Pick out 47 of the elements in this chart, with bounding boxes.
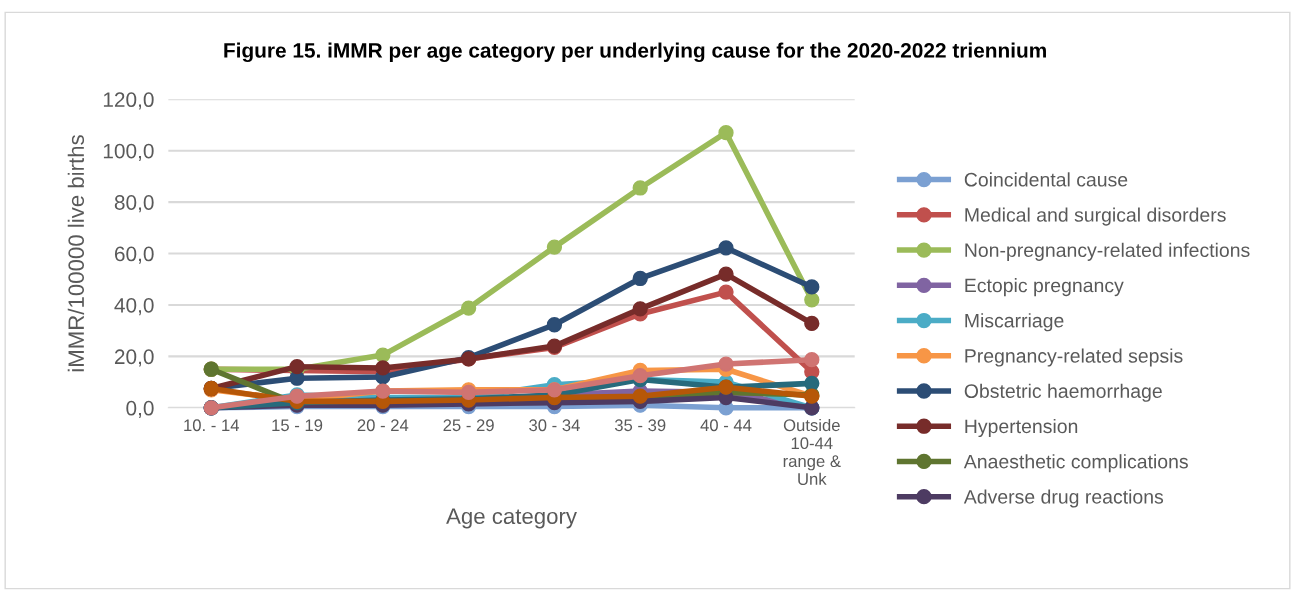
point (632, 180, 648, 196)
legend-label: Adverse drug reactions (963, 489, 1164, 508)
chart-title: Figure 15. iMMR per age category per underlying cause for the 2020-2022 triennium (224, 42, 1046, 63)
point (718, 266, 734, 282)
x-tick-label: 25 - 29 (443, 419, 494, 432)
point (718, 240, 734, 256)
y-tick-label: 80,0 (114, 195, 154, 213)
legend-label: Anaesthetic complications (963, 454, 1188, 473)
point (375, 347, 391, 363)
point (804, 279, 820, 295)
point (718, 284, 734, 300)
x-tick-label: 30 - 34 (529, 419, 580, 432)
point (460, 300, 477, 316)
legend-label: Pregnancy-related sepsis (965, 348, 1183, 367)
point (804, 315, 820, 332)
x-tick-label: 15 - 19 (272, 419, 323, 432)
x-tick-label: 40 - 44 (700, 419, 752, 432)
x-tick-label: 10. - 14 (184, 419, 240, 432)
legend-label: Hypertension (965, 418, 1078, 438)
y-tick-label: 60,0 (114, 246, 154, 264)
y-axis-title: iMMR/100000 live births (67, 135, 85, 372)
legend-label: Medical and surgical disorders (965, 207, 1226, 226)
legend-label: Ectopic pregnancy (965, 278, 1124, 297)
x-tick-label: 20 - 24 (357, 419, 409, 432)
y-tick-label: 0,0 (126, 400, 154, 418)
y-tick-label: 120,0 (103, 92, 154, 110)
y-tick-label: 40,0 (114, 297, 154, 316)
legend-label: Non-pregnancy-related infections (965, 242, 1250, 261)
legend-label: Miscarriage (965, 313, 1064, 332)
point (546, 239, 563, 255)
legend-label: Coincidental cause (964, 172, 1128, 187)
point (804, 352, 820, 368)
x-axis-title: Age category (446, 508, 577, 529)
point (718, 356, 734, 372)
point (632, 270, 648, 287)
point (718, 125, 734, 141)
y-tick-label: 20,0 (114, 349, 154, 367)
point (546, 317, 563, 333)
point (632, 368, 648, 384)
x-tick-label: 35 - 39 (614, 419, 666, 432)
point (804, 292, 820, 308)
point (804, 375, 820, 392)
point (632, 301, 648, 317)
legend-label: Obstetric haemorrhage (964, 383, 1162, 402)
point (375, 360, 391, 376)
y-tick-label: 100,0 (103, 143, 154, 161)
x-tick-label: Outside 10-44 range & Unk (783, 418, 841, 485)
